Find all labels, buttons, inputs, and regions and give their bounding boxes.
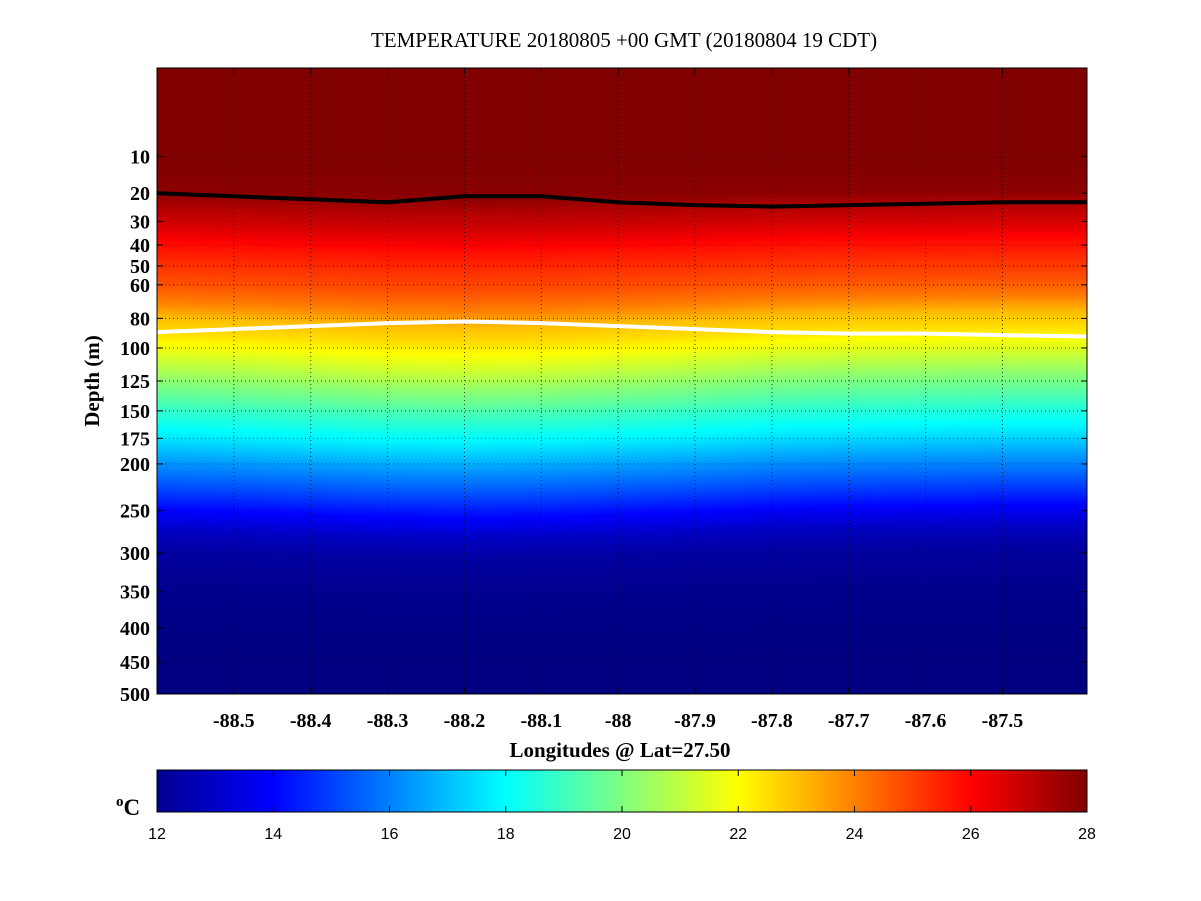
y-tick-label: 350 [120, 582, 150, 604]
y-tick-label: 150 [120, 401, 150, 423]
x-tick-label: -87.6 [905, 710, 947, 732]
x-tick-label: -88.5 [213, 710, 255, 732]
y-axis-label: Depth (m) [80, 335, 104, 427]
y-tick-label: 450 [120, 652, 150, 674]
grid-lines [157, 68, 1087, 694]
y-tick-label: 80 [130, 308, 150, 330]
isotherm-line [157, 319, 1087, 339]
x-tick-label: -87.5 [982, 710, 1024, 732]
y-tick-label: 50 [130, 256, 150, 278]
isotherm-line [157, 191, 1087, 209]
isotherm-contours [157, 191, 1087, 339]
x-tick-label: -88.4 [290, 710, 332, 732]
y-tick-label: 60 [130, 275, 150, 297]
chart-title: TEMPERATURE 20180805 +00 GMT (20180804 1… [371, 28, 877, 52]
colorbar-tick-label: 24 [846, 826, 864, 843]
colorbar-tick-label: 14 [264, 826, 282, 843]
y-tick-label: 125 [120, 371, 150, 393]
x-axis-ticks: -88.5 -88.4 -88.3 -88.2 -88.1 -88 -87.9 -87.8 -8… [213, 68, 1023, 732]
colorbar-tick-label: 16 [381, 826, 399, 843]
plot-area [156, 67, 1088, 695]
colorbar-unit-label: oC [116, 794, 140, 820]
y-tick-label: 20 [130, 183, 150, 205]
x-tick-label: -88.3 [367, 710, 409, 732]
colorbar-tick-label: 18 [497, 826, 515, 843]
x-tick-label: -87.8 [751, 710, 793, 732]
y-tick-label: 10 [130, 147, 150, 169]
x-tick-label: -88.1 [520, 710, 562, 732]
y-tick-label: 500 [120, 684, 150, 706]
y-tick-label: 175 [120, 428, 150, 450]
y-tick-label: 250 [120, 501, 150, 523]
y-tick-label: 200 [120, 454, 150, 476]
x-axis-label: Longitudes @ Lat=27.50 [509, 738, 730, 762]
y-tick-label: 300 [120, 543, 150, 565]
colorbar-ticks: 12 14 16 18 20 22 24 26 28 [148, 770, 1096, 843]
y-tick-label: 40 [130, 235, 150, 257]
x-tick-label: -87.9 [674, 710, 716, 732]
x-tick-label: -88 [605, 710, 632, 732]
colorbar-tick-label: 26 [962, 826, 980, 843]
colorbar-tick-label: 22 [729, 826, 747, 843]
y-tick-label: 100 [120, 338, 150, 360]
y-tick-label: 30 [130, 211, 150, 233]
colorbar: 12 14 16 18 20 22 24 26 28 oC [116, 769, 1096, 843]
colorbar-gradient [156, 769, 1088, 813]
x-tick-label: -87.7 [828, 710, 870, 732]
x-tick-label: -88.2 [444, 710, 486, 732]
colorbar-tick-label: 12 [148, 826, 166, 843]
colorbar-tick-label: 20 [613, 826, 631, 843]
colorbar-tick-label: 28 [1078, 826, 1096, 843]
y-tick-label: 400 [120, 618, 150, 640]
